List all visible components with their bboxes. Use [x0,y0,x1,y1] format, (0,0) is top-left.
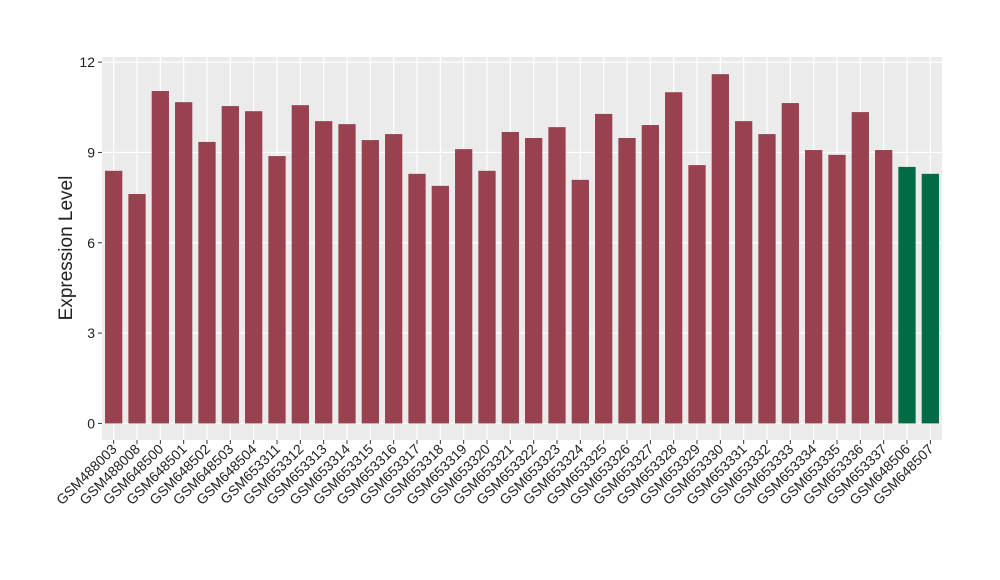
y-tick-label: 3 [87,325,95,341]
bar [175,102,193,424]
bar [385,134,403,424]
bar [828,154,846,424]
bar [548,127,566,424]
bar [735,121,753,424]
bar [105,170,123,424]
bar [268,156,286,424]
y-tick-label: 12 [79,54,95,70]
bar [501,131,519,424]
bar [688,165,706,424]
bar [875,150,893,424]
bar [665,92,683,424]
y-axis-label: Expression Level [56,176,77,321]
bar [245,111,263,424]
bar [431,185,449,424]
bar [338,124,356,424]
bar [478,170,496,424]
bar [758,134,776,424]
bar [571,179,589,424]
bar [898,166,916,424]
bar [781,103,799,424]
bar [221,106,239,424]
bar [711,74,729,424]
bar [805,150,823,424]
bar [291,105,309,424]
y-tick-label: 9 [87,144,95,160]
bar [921,173,939,424]
bar [455,149,473,424]
bar [525,137,543,424]
bar [361,140,379,424]
bar [851,112,869,424]
plot-panel [102,57,942,440]
bar [641,125,659,424]
bar [151,91,169,424]
bar [315,121,333,424]
y-tick-label: 0 [87,415,95,431]
y-tick-label: 6 [87,235,95,251]
bar [128,194,146,424]
bar [618,137,636,424]
bar [595,113,613,424]
bar [198,141,216,424]
bar [408,173,426,424]
